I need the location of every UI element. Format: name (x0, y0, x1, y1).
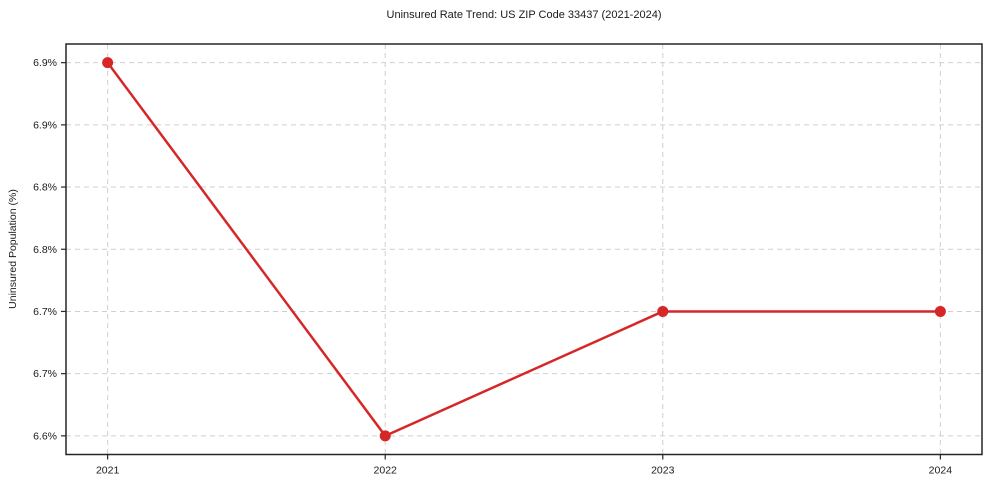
y-tick-label: 6.8% (33, 182, 57, 194)
x-tick-label: 2021 (96, 465, 120, 477)
data-point-marker (379, 430, 391, 442)
data-point-marker (934, 305, 946, 317)
y-tick-label: 6.7% (33, 306, 57, 318)
trend-line (106, 61, 942, 438)
y-tick-label: 6.9% (33, 57, 57, 69)
y-tick-label: 6.6% (33, 430, 57, 442)
x-tick-label: 2023 (651, 465, 675, 477)
x-tick-label: 2024 (929, 465, 953, 477)
x-tick-label: 2022 (374, 465, 398, 477)
y-tick-label: 6.7% (33, 368, 57, 380)
y-axis-label: Uninsured Population (%) (7, 189, 19, 309)
y-tick-label: 6.8% (33, 244, 57, 256)
chart-title: Uninsured Rate Trend: US ZIP Code 33437 … (386, 9, 662, 21)
y-tick-label: 6.9% (33, 119, 57, 131)
data-point-marker (657, 305, 669, 317)
data-point-marker (102, 57, 114, 69)
